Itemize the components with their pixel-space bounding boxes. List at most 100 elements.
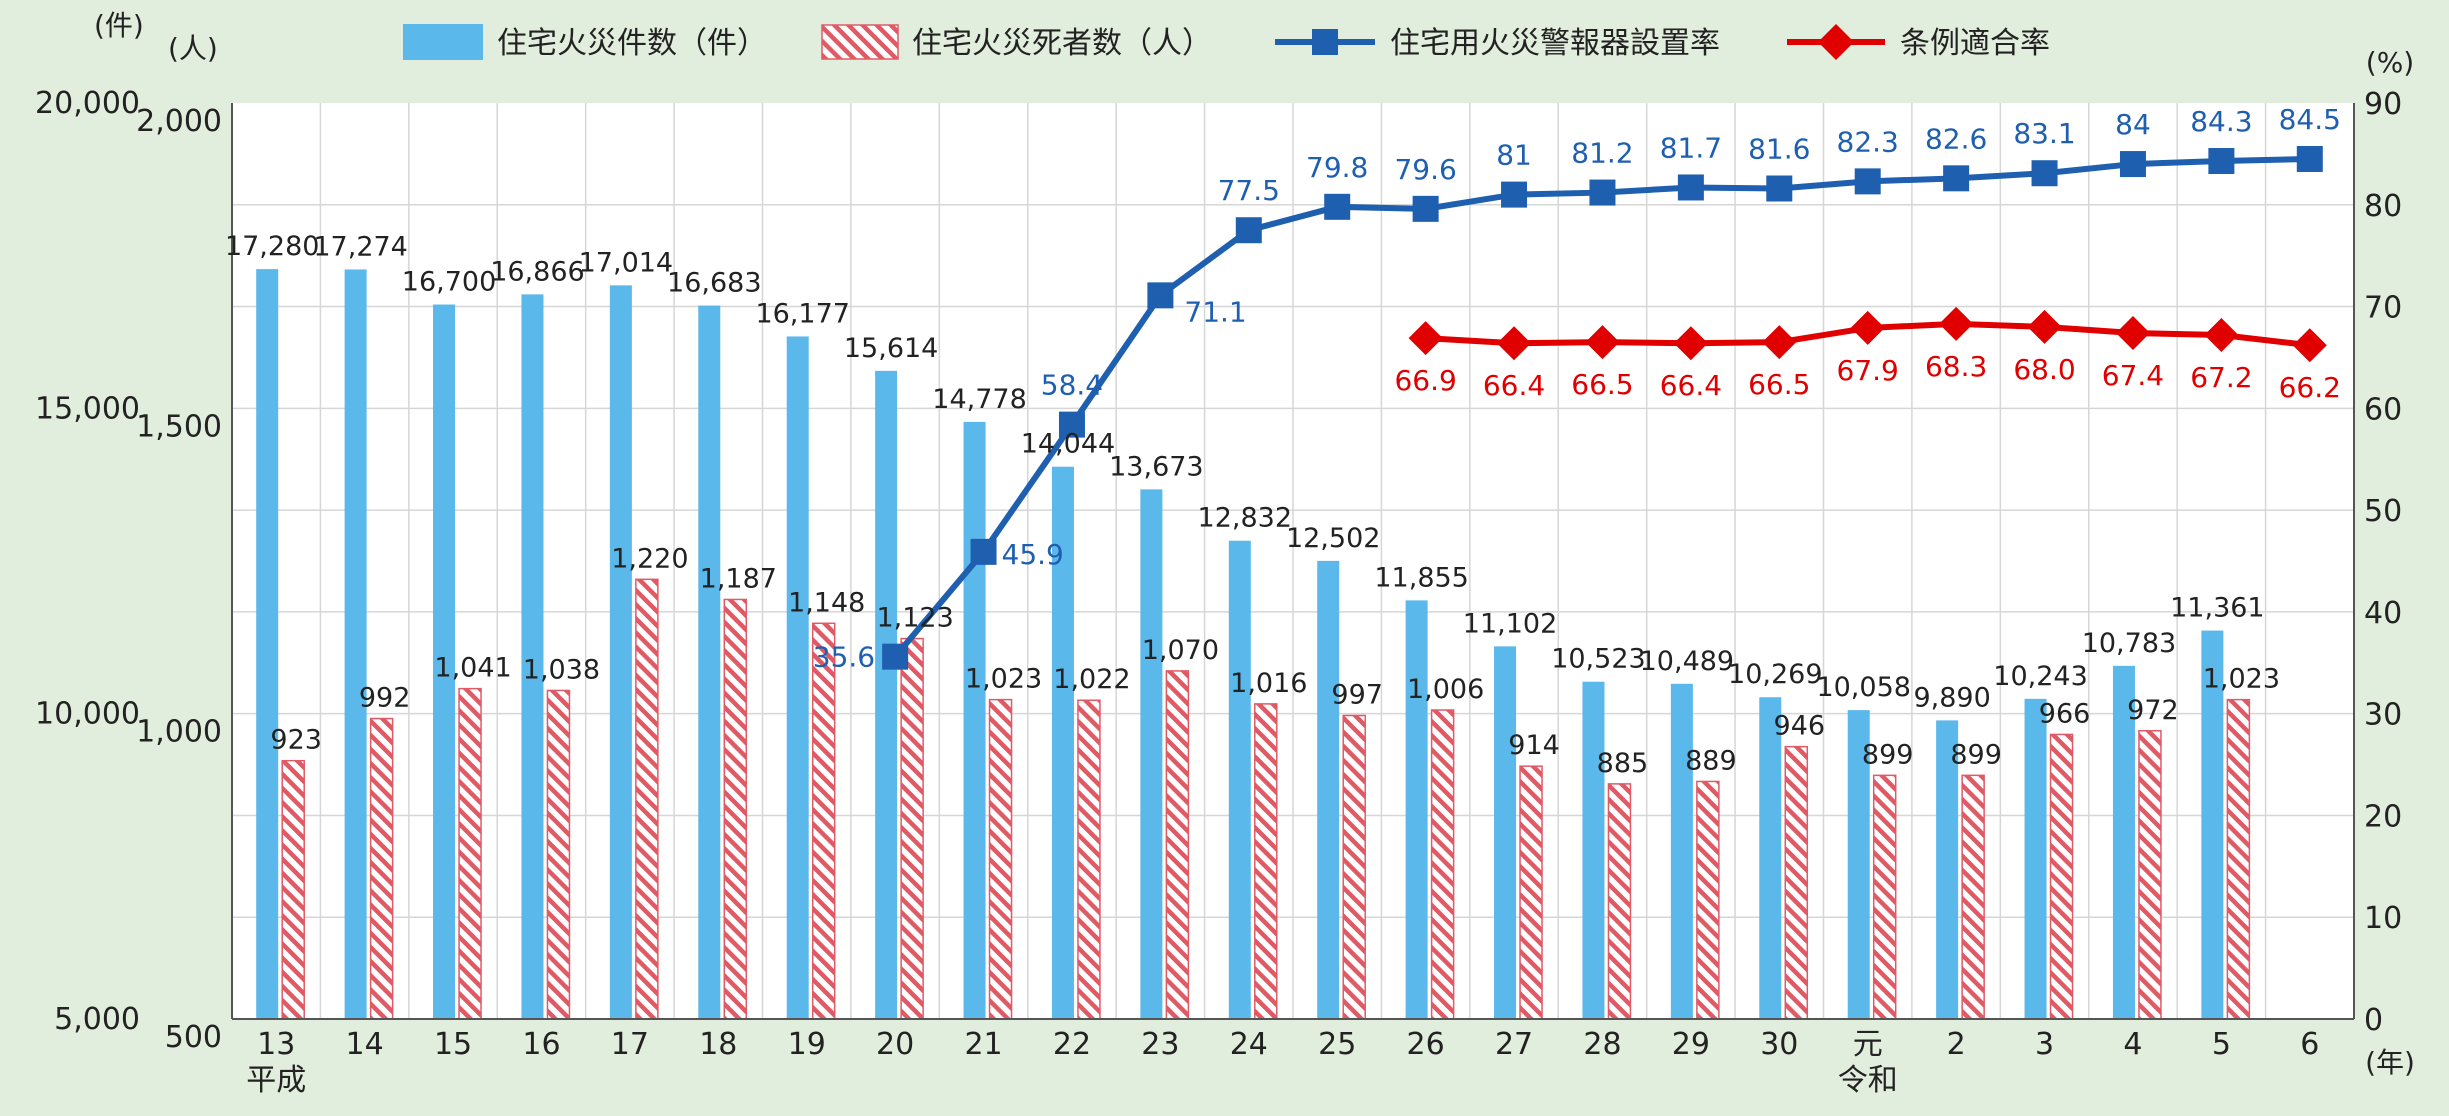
alarm-rate-marker <box>1147 282 1174 309</box>
compliance-rate-marker <box>1585 325 1620 360</box>
death-bar-label: 997 <box>1331 679 1383 710</box>
death-bar-label: 899 <box>1862 739 1914 770</box>
fire-bar <box>256 269 279 1019</box>
x-tick-label: 25 <box>1318 1027 1356 1062</box>
era-label: 令和 <box>1838 1063 1898 1098</box>
death-bar <box>1342 714 1366 1020</box>
x-tick-label: 2 <box>1947 1027 1966 1062</box>
alarm-rate-marker <box>1766 175 1793 202</box>
alarm-rate-label: 58.4 <box>1041 369 1103 402</box>
y-left-inner-tick-label: 500 <box>165 1020 222 1055</box>
x-tick-label: 21 <box>964 1027 1002 1062</box>
fire-bar-label: 9,890 <box>1913 682 1990 713</box>
death-bar-label: 923 <box>270 725 322 756</box>
fire-bar <box>1670 683 1693 1019</box>
death-bar <box>1430 709 1455 1020</box>
x-tick-label: 6 <box>2300 1027 2319 1062</box>
alarm-rate-label: 77.5 <box>1218 174 1280 207</box>
death-bar-label: 1,022 <box>1053 664 1130 695</box>
death-bar-label: 1,123 <box>876 603 953 634</box>
compliance-rate-marker <box>1497 326 1532 361</box>
fire-bar-label: 14,044 <box>1021 429 1115 460</box>
y-left-outer-tick-label: 15,000 <box>35 391 140 426</box>
y-left-inner-tick-label: 1,500 <box>136 409 222 444</box>
x-tick-label: 3 <box>2035 1027 2054 1062</box>
alarm-rate-marker <box>1235 217 1262 244</box>
death-bar <box>1696 780 1720 1020</box>
y-right-tick-label: 50 <box>2364 494 2402 529</box>
y-left-outer-unit: (件) <box>94 9 144 42</box>
fire-bar-label: 10,783 <box>2082 628 2176 659</box>
alarm-rate-label: 82.6 <box>1925 122 1987 155</box>
death-bar-label: 885 <box>1597 748 1649 779</box>
y-left-outer-tick-label: 10,000 <box>35 697 140 732</box>
y-left-outer-tick-label: 20,000 <box>35 86 140 121</box>
alarm-rate-marker <box>1854 168 1881 195</box>
y-right-tick-label: 70 <box>2364 291 2402 326</box>
death-bar-label: 1,148 <box>788 587 865 618</box>
compliance-rate-marker <box>1408 321 1443 356</box>
fire-bar-label: 15,614 <box>844 333 938 364</box>
fire-bar <box>1847 710 1870 1019</box>
x-tick-label: 20 <box>876 1027 914 1062</box>
death-bar <box>546 689 571 1020</box>
death-bar-label: 972 <box>2127 695 2179 726</box>
death-bar <box>281 759 305 1020</box>
alarm-rate-label: 81.7 <box>1660 131 1722 164</box>
legend-deaths-swatch <box>821 24 899 60</box>
death-bar-label: 889 <box>1685 745 1737 776</box>
alarm-rate-label: 45.9 <box>1002 538 1064 571</box>
death-bar <box>369 717 394 1020</box>
alarm-rate-label: 81 <box>1496 139 1532 172</box>
alarm-rate-marker <box>1589 179 1616 206</box>
y-right-tick-label: 40 <box>2364 596 2402 631</box>
death-bar-label: 992 <box>359 683 411 714</box>
fire-bar <box>1228 540 1251 1019</box>
fire-bar-label: 10,058 <box>1816 672 1910 703</box>
alarm-rate-label: 79.6 <box>1394 153 1456 186</box>
death-bar-label: 1,041 <box>434 653 511 684</box>
fire-bar <box>433 304 456 1019</box>
death-bar <box>723 598 748 1020</box>
y-right-tick-label: 0 <box>2364 1003 2383 1038</box>
alarm-rate-label: 84.5 <box>2279 103 2341 136</box>
x-tick-label: 14 <box>346 1027 384 1062</box>
fire-bar <box>344 269 367 1019</box>
alarm-rate-label: 84.3 <box>2190 105 2252 138</box>
y-right-tick-label: 20 <box>2364 799 2402 834</box>
fire-bar <box>1936 720 1959 1019</box>
fire-bar <box>786 336 809 1019</box>
compliance-rate-marker <box>2292 328 2327 363</box>
fire-bar-label: 16,177 <box>755 298 849 329</box>
death-bar <box>988 698 1013 1020</box>
y-right-tick-label: 60 <box>2364 392 2402 427</box>
x-tick-label: 28 <box>1583 1027 1621 1062</box>
death-bar <box>2138 730 2162 1020</box>
x-tick-label: 19 <box>788 1027 826 1062</box>
death-bar <box>458 687 482 1020</box>
alarm-rate-label: 71.1 <box>1184 295 1246 328</box>
x-tick-label: 15 <box>434 1027 472 1062</box>
alarm-rate-marker <box>2208 148 2235 175</box>
alarm-rate-marker <box>1058 411 1085 438</box>
fire-bar <box>2112 665 2135 1019</box>
alarm-rate-label: 81.6 <box>1748 132 1810 165</box>
x-tick-label: 17 <box>611 1027 649 1062</box>
alarm-rate-marker <box>2119 151 2146 178</box>
legend: 住宅火災件数（件） 住宅火災死者数（人） 住宅用火災警報器設置率 条例適合率 <box>403 24 2050 61</box>
death-bar-label: 1,016 <box>1230 668 1307 699</box>
legend-compliance-marker <box>1818 24 1854 60</box>
y-left-inner-tick-label: 2,000 <box>136 104 222 139</box>
compliance-rate-marker <box>2027 309 2062 344</box>
compliance-rate-label: 67.4 <box>2102 359 2164 392</box>
death-bar <box>1077 699 1101 1020</box>
alarm-rate-marker <box>882 643 909 670</box>
death-bar-label: 946 <box>1774 711 1826 742</box>
compliance-rate-marker <box>1673 326 1708 361</box>
fire-bar-label: 11,855 <box>1374 562 1468 593</box>
x-tick-label: 22 <box>1053 1027 1091 1062</box>
death-bar <box>1519 765 1543 1020</box>
fire-bar <box>1051 466 1074 1019</box>
compliance-rate-label: 68.3 <box>1925 350 1987 383</box>
